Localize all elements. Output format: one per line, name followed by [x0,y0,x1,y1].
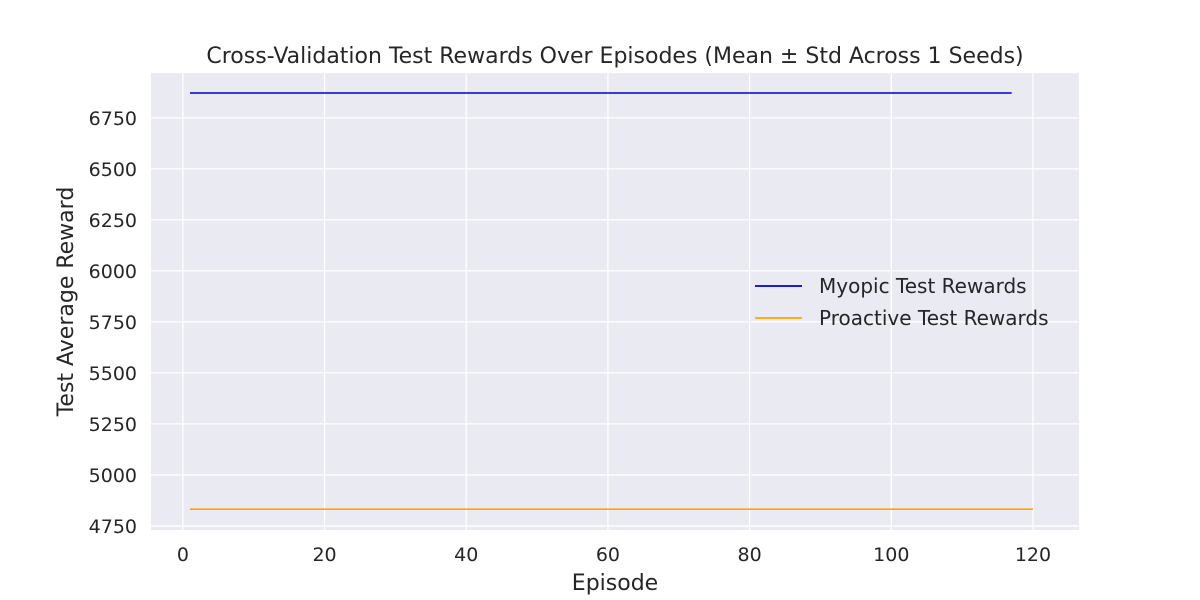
y-tick-label: 6000 [89,261,137,283]
legend: Myopic Test Rewards Proactive Test Reward… [755,274,1049,330]
x-tick-label: 100 [873,544,909,566]
y-tick-label: 6250 [89,210,137,232]
x-tick-label: 20 [312,544,336,566]
x-tick-label: 120 [1015,544,1051,566]
y-tick-label: 5250 [89,414,137,436]
x-axis-title: Episode [572,571,658,596]
y-tick-label: 6750 [89,108,137,130]
y-tick-label: 5000 [89,465,137,487]
y-tick-label: 6500 [89,159,137,181]
y-tick-label: 5750 [89,312,137,334]
legend-label: Myopic Test Rewards [819,274,1027,298]
y-axis-title: Test Average Reward [54,187,79,418]
series-layer [189,92,1033,510]
x-tick-label: 60 [596,544,620,566]
x-tick-label: 40 [454,544,478,566]
tick-labels: 0 20 40 60 80 100 120 4750 5000 5250 5500 5750 6000 6… [89,108,1051,566]
x-tick-label: 0 [177,544,189,566]
grid-lines [151,73,1079,530]
plot-area [151,73,1079,530]
y-tick-label: 5500 [89,363,137,385]
y-tick-label: 4750 [89,516,137,538]
legend-label: Proactive Test Rewards [819,306,1049,330]
x-tick-label: 80 [738,544,762,566]
chart-title: Cross-Validation Test Rewards Over Episo… [206,44,1023,69]
